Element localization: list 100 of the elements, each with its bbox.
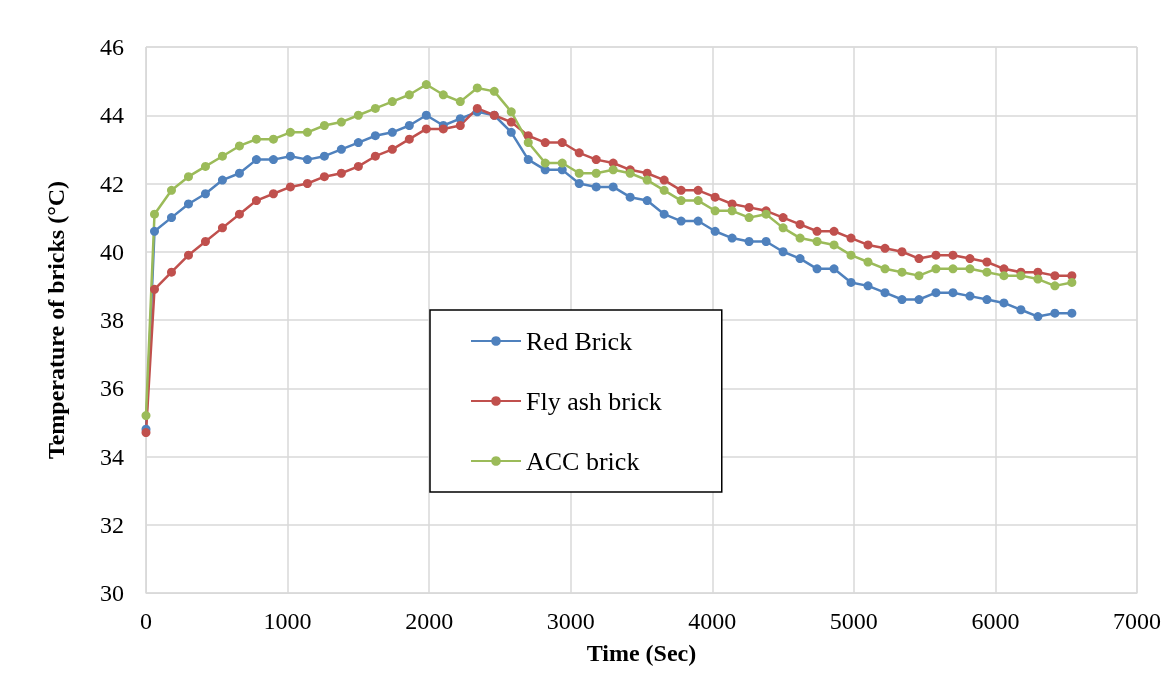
x-tick-label: 0 [140,608,152,634]
point [302,155,312,165]
point [625,192,635,202]
point [404,90,414,100]
point [404,134,414,144]
point [506,117,516,127]
point [370,151,380,161]
point [183,172,193,182]
point [761,237,771,247]
point [778,213,788,223]
point [693,185,703,195]
point [982,267,992,277]
point [302,179,312,188]
point [931,250,941,260]
point [829,226,839,236]
point [880,243,890,253]
point [150,284,159,294]
point [166,185,176,195]
point [574,148,584,158]
point [455,97,465,107]
point [1033,274,1043,284]
point [795,254,805,264]
x-tick-label: 2000 [405,608,454,634]
point [141,428,151,438]
y-tick-label: 30 [100,580,124,606]
point [846,250,856,260]
x-tick-label: 1000 [263,608,312,634]
point [880,288,890,298]
point [285,127,295,137]
point [540,158,550,168]
point [353,138,363,148]
point [591,182,601,192]
point [336,144,346,154]
y-tick-label: 42 [100,170,124,197]
point [523,138,533,148]
point [387,127,397,137]
point [574,179,584,188]
point [965,254,975,264]
point [744,202,754,212]
point [200,189,210,199]
point [982,295,992,305]
point [999,298,1009,308]
y-axis-title: Temperature of bricks (°C) [43,180,69,460]
point [387,97,397,107]
point [1016,305,1026,315]
point [897,267,907,277]
point [540,138,550,148]
point [141,411,151,421]
point [608,182,618,192]
point [812,226,822,236]
point [336,168,346,178]
point [727,206,737,216]
point [319,172,329,182]
point [897,295,907,305]
point [1067,308,1077,318]
point [557,138,567,148]
point [472,103,482,113]
point [608,165,618,175]
point [863,257,873,267]
point [251,134,261,144]
y-tick-label: 38 [100,307,124,333]
point [778,247,788,257]
point [744,237,754,247]
point [659,185,669,195]
point [710,226,720,236]
point [421,80,431,90]
point [557,158,567,168]
point [166,213,176,223]
point [812,264,822,274]
point [438,124,448,134]
point [948,264,958,274]
x-tick-label: 4000 [688,608,737,634]
point [472,83,482,93]
y-tick-label: 40 [100,238,124,265]
point [268,189,278,199]
point [727,233,737,243]
point [744,213,754,223]
point [234,168,244,178]
point [234,141,244,151]
point [421,124,431,134]
point [1067,277,1077,287]
x-axis-title: Time (Sec) [586,640,697,666]
point [710,192,720,202]
point [1050,271,1060,281]
point [166,267,176,277]
y-tick-label: 34 [100,443,124,470]
point [965,291,975,301]
point [1016,271,1026,281]
point [319,120,329,130]
point [914,271,924,281]
point [863,281,873,291]
point [506,107,516,117]
point [574,168,584,178]
point [693,216,703,226]
point [812,237,822,247]
point [642,196,652,206]
point [200,161,210,171]
point [285,151,295,161]
point [1050,308,1060,318]
x-tick-label: 6000 [971,608,1020,634]
